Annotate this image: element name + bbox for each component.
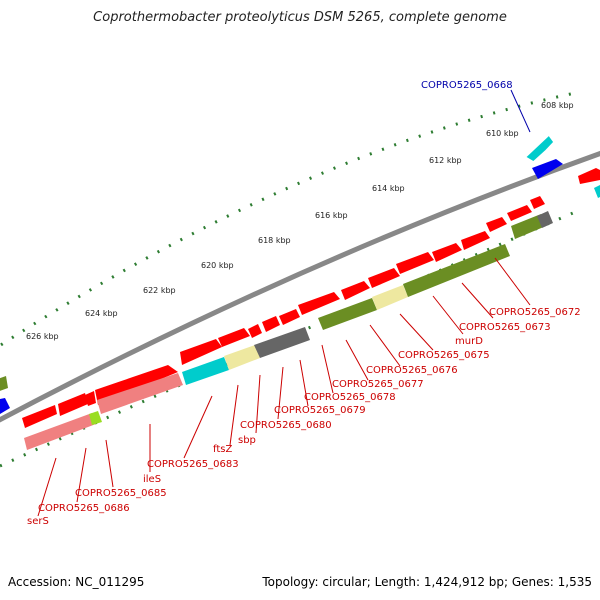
kbp-label: 610 kbp — [486, 129, 519, 138]
gene-arrow[interactable] — [368, 268, 400, 288]
gene-label-blue: COPRO5265_0668 — [421, 80, 513, 91]
leader-line — [37, 457, 57, 517]
gene-label: COPRO5265_0676 — [366, 365, 458, 376]
leader-line — [299, 359, 309, 407]
gene-arrow[interactable] — [522, 135, 556, 162]
gene-label: murD — [455, 336, 483, 347]
leader-line — [432, 295, 464, 335]
gene-arrow[interactable] — [341, 281, 370, 300]
gene-label: serS — [27, 516, 49, 527]
kbp-label: 608 kbp — [541, 101, 574, 110]
gene-arrow[interactable] — [279, 309, 300, 325]
gene-arrow[interactable] — [432, 243, 462, 262]
gene-label: COPRO5265_0672 — [489, 307, 581, 318]
gene-arrow[interactable] — [396, 252, 434, 274]
leader-line — [105, 439, 114, 488]
gene-arrow[interactable] — [532, 159, 563, 179]
gene-band[interactable] — [372, 285, 408, 310]
kbp-label: 616 kbp — [315, 211, 348, 220]
gene-band[interactable] — [511, 214, 546, 239]
gene-band[interactable] — [24, 413, 96, 450]
gene-band[interactable] — [537, 211, 553, 228]
leader-line — [399, 313, 434, 351]
leader-line — [369, 324, 401, 367]
gene-label: COPRO5265_0678 — [304, 392, 396, 403]
map-title: Coprothermobacter proteolyticus DSM 5265… — [93, 10, 507, 25]
gene-label: COPRO5265_0675 — [398, 350, 490, 361]
gene-arrow[interactable] — [262, 316, 280, 332]
kbp-label: 612 kbp — [429, 156, 462, 165]
kbp-label: 614 kbp — [372, 184, 405, 193]
gene-label: ftsZ — [213, 444, 232, 455]
gene-label: COPRO5265_0685 — [75, 488, 167, 499]
gene-arrow[interactable] — [578, 168, 600, 184]
leader-line — [76, 447, 87, 503]
leader-line — [183, 395, 213, 459]
gene-arrow[interactable] — [298, 292, 340, 315]
gene-arrow[interactable] — [530, 196, 545, 209]
accession-text: Accession: NC_011295 — [8, 575, 145, 589]
gene-band[interactable] — [97, 373, 183, 414]
leader-line — [494, 257, 531, 306]
kbp-label: 622 kbp — [143, 286, 176, 295]
cog-bands — [0, 185, 600, 450]
leader-line-blue — [510, 89, 531, 133]
gene-label: COPRO5265_0677 — [332, 379, 424, 390]
kbp-label: 618 kbp — [258, 236, 291, 245]
gene-band[interactable] — [182, 357, 229, 385]
leader-line — [345, 339, 369, 381]
gene-arrow[interactable] — [85, 391, 96, 406]
kbp-label: 626 kbp — [26, 332, 59, 341]
gene-arrow[interactable] — [180, 339, 222, 365]
leader-line — [277, 366, 284, 420]
gene-band[interactable] — [0, 398, 10, 414]
gene-band[interactable] — [254, 327, 310, 358]
gene-band[interactable] — [224, 345, 260, 370]
leader-line — [255, 374, 261, 434]
gene-band[interactable] — [89, 411, 102, 425]
gene-arrow[interactable] — [461, 231, 490, 250]
gene-label: COPRO5265_0673 — [459, 322, 551, 333]
gene-label: COPRO5265_0686 — [38, 503, 130, 514]
gene-label: COPRO5265_0683 — [147, 459, 239, 470]
leader-line — [229, 384, 239, 446]
gene-band[interactable] — [318, 298, 377, 330]
gene-arrow[interactable] — [507, 205, 532, 221]
gene-band[interactable] — [403, 244, 510, 297]
gene-arrow[interactable] — [22, 405, 57, 428]
gene-label: COPRO5265_0679 — [274, 405, 366, 416]
kbp-label: 624 kbp — [85, 309, 118, 318]
topology-text: Topology: circular; Length: 1,424,912 bp… — [262, 575, 592, 589]
gene-band[interactable] — [0, 376, 8, 392]
gene-arrow[interactable] — [58, 393, 88, 416]
leader-line — [321, 344, 334, 394]
gene-arrow[interactable] — [486, 217, 507, 232]
gene-band[interactable] — [594, 185, 600, 198]
leader-line — [461, 282, 494, 319]
gene-arrow[interactable] — [248, 324, 262, 338]
gene-arrow[interactable] — [218, 328, 250, 347]
kbp-label: 620 kbp — [201, 261, 234, 270]
gene-label: COPRO5265_0680 — [240, 420, 332, 431]
gene-label: sbp — [238, 435, 256, 446]
forward-genes — [22, 196, 545, 428]
gene-label: ileS — [143, 474, 161, 485]
genome-backbone — [0, 150, 600, 423]
